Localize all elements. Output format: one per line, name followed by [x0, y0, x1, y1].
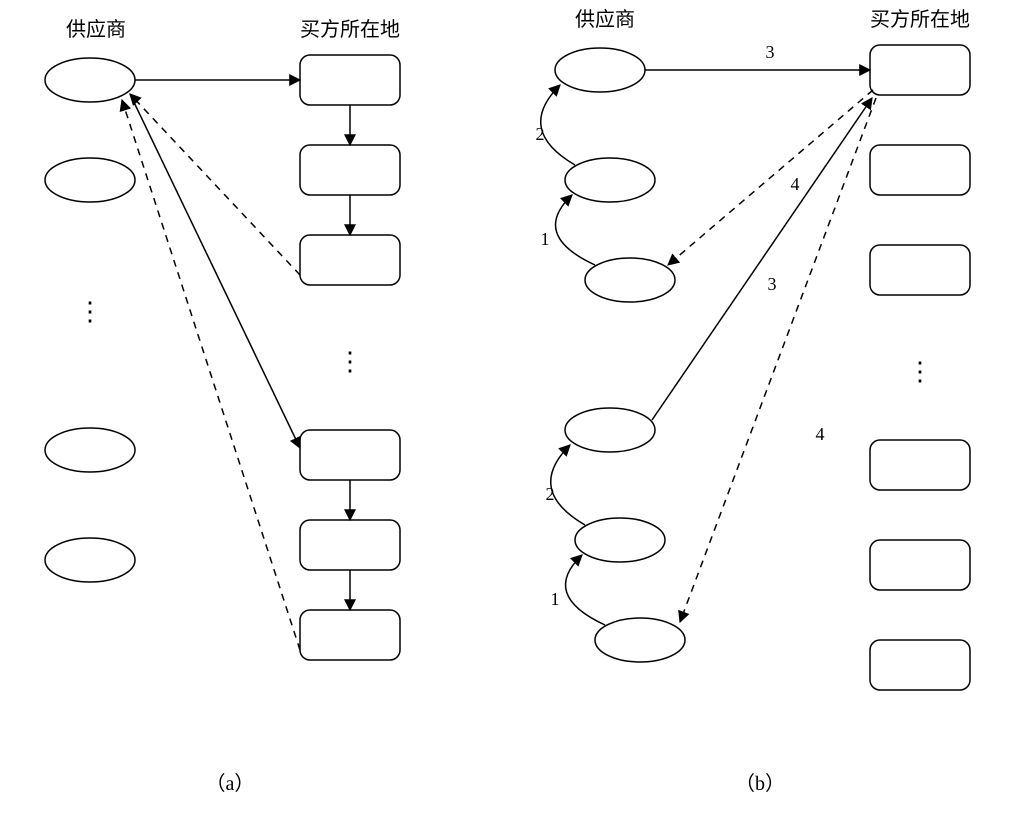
- panel-b-label4-1: 4: [816, 424, 825, 444]
- panel-a-buyer-0: [300, 55, 400, 105]
- panel-a-supplier-0: [45, 58, 135, 102]
- panel-b-label3-0: 3: [766, 42, 775, 62]
- panel-a-supplier-dots: ⋮: [77, 297, 103, 326]
- panel-b-group0-num1: 1: [541, 229, 550, 249]
- panel-b-group0-bot: [585, 258, 675, 302]
- panel-a-supplier-1: [45, 158, 135, 202]
- panel-b-buyer-5: [870, 640, 970, 690]
- panel-a-buyer-label: 买方所在地: [300, 18, 400, 41]
- panel-b-dashed4-1: [680, 98, 876, 622]
- panel-a-buyer-dots: ⋮: [337, 347, 363, 376]
- panel-b-group1-curve1: [566, 555, 605, 625]
- panel-a-solid-out-0: [130, 94, 300, 448]
- panel-b-buyer-label: 买方所在地: [870, 8, 970, 31]
- panel-a-supplier-2: [45, 428, 135, 472]
- panel-b-buyer-0: [870, 45, 970, 95]
- panel-b-group0-top: [555, 48, 645, 92]
- panel-b-buyer-2: [870, 245, 970, 295]
- panel-a-dashed-1: [122, 100, 300, 650]
- panel-a-supplier-3: [45, 538, 135, 582]
- panel-b-supplier-label: 供应商: [575, 8, 635, 31]
- panel-b-label3-1: 3: [768, 274, 777, 294]
- panel-b-label4-0: 4: [791, 174, 800, 194]
- panel-a-buyer-1: [300, 145, 400, 195]
- panel-a-supplier-label: 供应商: [66, 18, 126, 41]
- panel-b-group1-top: [565, 408, 655, 452]
- panel-a-dashed-0: [130, 94, 300, 275]
- panel-b-buyer-dots: ⋮: [907, 357, 933, 386]
- panel-b-group0-mid: [565, 158, 655, 202]
- panel-b-group1-num1: 1: [551, 589, 560, 609]
- panel-b-buyer-1: [870, 145, 970, 195]
- panel-b-buyer-4: [870, 540, 970, 590]
- panel-a-caption: （a）: [206, 772, 255, 795]
- panel-b-group1-bot: [595, 618, 685, 662]
- panel-b-buyer-3: [870, 440, 970, 490]
- panel-a-buyer-4: [300, 520, 400, 570]
- panel-b-group1-num2: 2: [546, 484, 555, 504]
- panel-b-dashed4-0: [668, 90, 873, 265]
- panel-b-group0-curve1: [556, 195, 595, 265]
- panel-a-buyer-3: [300, 430, 400, 480]
- panel-b-solid3-1: [652, 98, 872, 420]
- panel-b-caption: （b）: [735, 772, 785, 795]
- panel-b-group1-curve2: [551, 445, 585, 525]
- panel-a-buyer-2: [300, 235, 400, 285]
- panel-b-group0-curve2: [541, 85, 575, 165]
- panel-a-buyer-5: [300, 610, 400, 660]
- panel-b-group1-mid: [575, 518, 665, 562]
- panel-b-group0-num2: 2: [536, 124, 545, 144]
